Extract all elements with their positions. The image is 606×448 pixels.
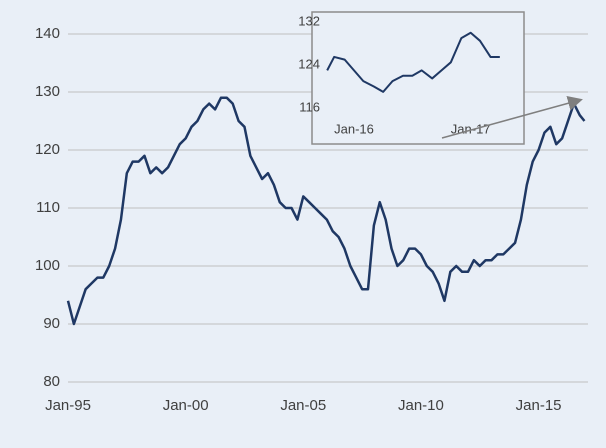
x-tick-label: Jan-10 bbox=[398, 397, 444, 414]
y-tick-label: 90 bbox=[43, 315, 60, 332]
inset-frame bbox=[311, 11, 525, 145]
data-line bbox=[326, 31, 500, 93]
y-tick-label: 80 bbox=[43, 373, 60, 390]
y-tick-label: 140 bbox=[35, 25, 60, 42]
x-tick-label: Jan-00 bbox=[163, 397, 209, 414]
x-tick-label: Jan-05 bbox=[280, 397, 326, 414]
x-tick-label: Jan-16 bbox=[334, 121, 374, 136]
y-tick-label: 132 bbox=[298, 13, 320, 28]
y-tick-label: 130 bbox=[35, 83, 60, 100]
x-tick-label: Jan-95 bbox=[45, 397, 91, 414]
y-tick-label: 124 bbox=[298, 56, 320, 71]
data-line bbox=[66, 96, 586, 326]
y-tick-label: 116 bbox=[299, 99, 320, 114]
x-tick-label: Jan-15 bbox=[516, 397, 562, 414]
inset-arrow bbox=[441, 95, 583, 139]
y-tick-label: 110 bbox=[36, 199, 60, 216]
y-tick-label: 100 bbox=[35, 257, 60, 274]
y-tick-label: 120 bbox=[35, 141, 60, 158]
main-plot: 80 90 100 110 120 130 140 Jan-95 Jan-00 Jan-05 Jan… bbox=[35, 25, 588, 414]
